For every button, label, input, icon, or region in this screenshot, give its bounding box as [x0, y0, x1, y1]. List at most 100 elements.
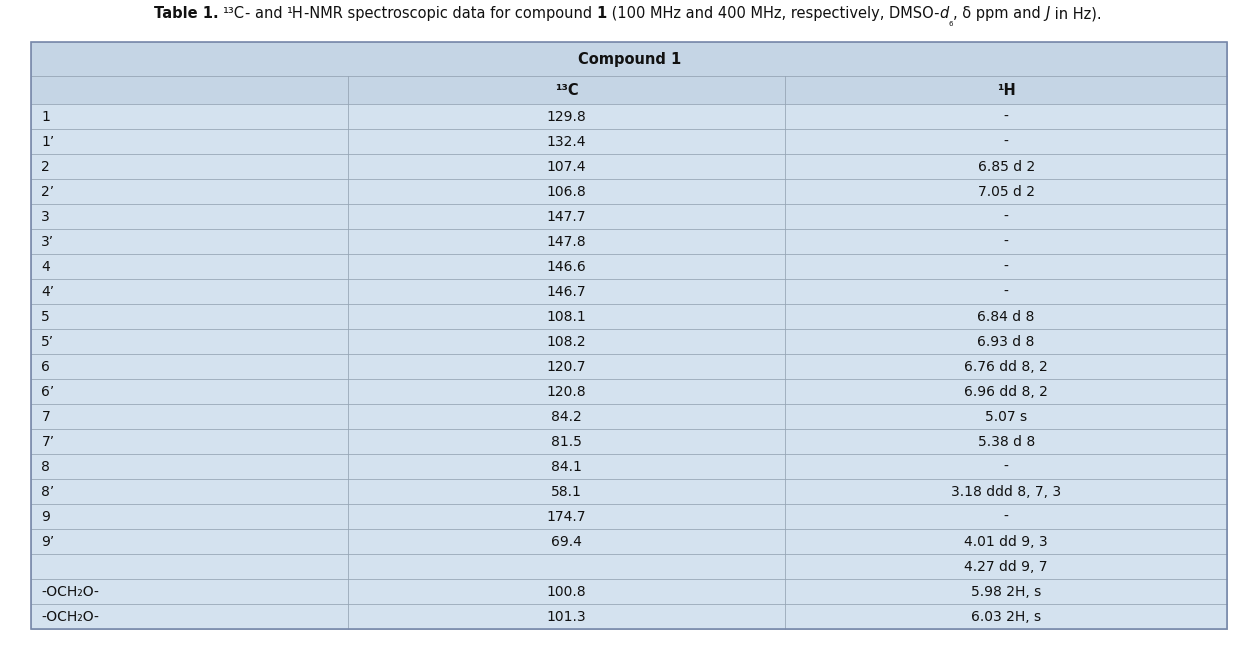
- Text: ₆: ₆: [949, 18, 953, 28]
- Text: 107.4: 107.4: [547, 160, 586, 174]
- Text: 58.1: 58.1: [551, 485, 582, 499]
- Bar: [784, 230, 1227, 254]
- Bar: [784, 179, 1227, 204]
- Text: 120.8: 120.8: [547, 385, 586, 399]
- Text: 174.7: 174.7: [547, 509, 586, 524]
- Text: 132.4: 132.4: [547, 135, 586, 149]
- Text: 129.8: 129.8: [547, 110, 586, 124]
- Text: 147.7: 147.7: [547, 210, 586, 224]
- Text: J: J: [1045, 6, 1049, 21]
- Bar: [784, 254, 1227, 279]
- Bar: [31, 504, 349, 530]
- Text: -: -: [1004, 235, 1009, 249]
- Bar: [31, 354, 349, 379]
- Bar: [31, 304, 349, 330]
- Text: -: -: [1004, 509, 1009, 524]
- Text: ¹³C: ¹³C: [223, 6, 245, 21]
- Text: - and: - and: [245, 6, 287, 21]
- Bar: [31, 254, 349, 279]
- Bar: [784, 280, 1227, 304]
- Text: Table 1.: Table 1.: [153, 6, 218, 21]
- Text: 6.93 d 8: 6.93 d 8: [978, 335, 1035, 349]
- Bar: [31, 230, 349, 254]
- Bar: [349, 430, 784, 454]
- Text: 5: 5: [41, 310, 50, 324]
- Bar: [349, 530, 784, 554]
- Bar: [31, 130, 349, 154]
- Text: 146.7: 146.7: [547, 285, 586, 299]
- Bar: [784, 454, 1227, 479]
- Text: ¹H: ¹H: [287, 6, 304, 21]
- Bar: [784, 154, 1227, 179]
- Text: -: -: [1004, 210, 1009, 224]
- Bar: [349, 580, 784, 604]
- Bar: [784, 330, 1227, 354]
- Text: 6: 6: [41, 360, 50, 374]
- Text: 7’: 7’: [41, 435, 54, 449]
- Text: 6.85 d 2: 6.85 d 2: [978, 160, 1035, 174]
- Bar: [31, 454, 349, 479]
- Text: 5’: 5’: [41, 335, 54, 349]
- Text: 146.6: 146.6: [547, 260, 586, 274]
- Text: 84.2: 84.2: [551, 410, 582, 424]
- Text: ¹H: ¹H: [996, 82, 1015, 98]
- Text: 1: 1: [596, 6, 607, 21]
- Text: in Hz).: in Hz).: [1049, 6, 1102, 21]
- Text: d: d: [940, 6, 949, 21]
- Bar: [784, 304, 1227, 330]
- Text: 120.7: 120.7: [547, 360, 586, 374]
- Bar: [31, 330, 349, 354]
- Bar: [349, 479, 784, 504]
- Bar: [349, 604, 784, 630]
- Text: 9: 9: [41, 509, 50, 524]
- Text: 4.01 dd 9, 3: 4.01 dd 9, 3: [964, 535, 1048, 549]
- Text: 100.8: 100.8: [547, 585, 586, 599]
- Bar: [349, 254, 784, 279]
- Bar: [784, 404, 1227, 430]
- Bar: [784, 204, 1227, 230]
- Text: 6.96 dd 8, 2: 6.96 dd 8, 2: [964, 385, 1048, 399]
- Bar: [349, 554, 784, 579]
- Bar: [784, 479, 1227, 504]
- Bar: [349, 204, 784, 230]
- Text: , δ ppm and: , δ ppm and: [953, 6, 1045, 21]
- Bar: [349, 280, 784, 304]
- Bar: [31, 76, 349, 104]
- Text: 84.1: 84.1: [551, 459, 582, 474]
- Bar: [31, 430, 349, 454]
- Bar: [784, 530, 1227, 554]
- Bar: [349, 154, 784, 179]
- Bar: [31, 379, 349, 404]
- Bar: [349, 230, 784, 254]
- Bar: [349, 379, 784, 404]
- Text: -: -: [1004, 135, 1009, 149]
- Bar: [349, 404, 784, 430]
- Bar: [349, 504, 784, 530]
- Bar: [784, 504, 1227, 530]
- Text: 3.18 ddd 8, 7, 3: 3.18 ddd 8, 7, 3: [951, 485, 1062, 499]
- Text: -: -: [1004, 459, 1009, 474]
- Text: 101.3: 101.3: [547, 609, 586, 624]
- Bar: [31, 280, 349, 304]
- Text: 8’: 8’: [41, 485, 55, 499]
- Bar: [349, 304, 784, 330]
- Bar: [31, 104, 349, 130]
- Text: -: -: [1004, 260, 1009, 274]
- Bar: [784, 76, 1227, 104]
- Text: 6.76 dd 8, 2: 6.76 dd 8, 2: [964, 360, 1048, 374]
- Text: 3: 3: [41, 210, 50, 224]
- Text: 4: 4: [41, 260, 50, 274]
- Bar: [349, 104, 784, 130]
- Text: -OCH₂O-: -OCH₂O-: [41, 609, 99, 624]
- Text: 108.2: 108.2: [547, 335, 586, 349]
- Text: 7.05 d 2: 7.05 d 2: [978, 185, 1034, 199]
- Text: 5.07 s: 5.07 s: [985, 410, 1027, 424]
- Bar: [31, 530, 349, 554]
- Text: ¹³C: ¹³C: [555, 82, 579, 98]
- Bar: [31, 554, 349, 579]
- Bar: [31, 479, 349, 504]
- Bar: [349, 130, 784, 154]
- Text: 2’: 2’: [41, 185, 54, 199]
- Text: -: -: [1004, 110, 1009, 124]
- Text: 5.98 2H, s: 5.98 2H, s: [971, 585, 1042, 599]
